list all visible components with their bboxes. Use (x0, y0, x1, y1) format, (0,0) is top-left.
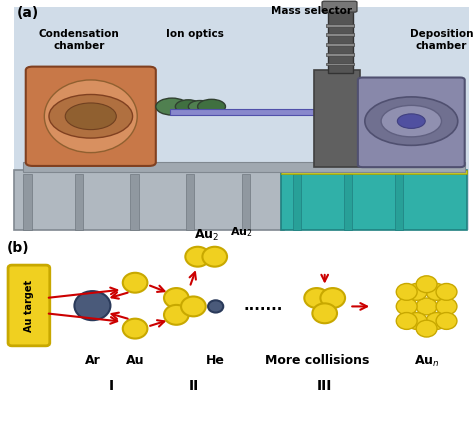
Circle shape (436, 283, 457, 300)
Text: Condensation
chamber: Condensation chamber (39, 29, 119, 51)
Bar (130, 174, 138, 230)
Circle shape (406, 283, 427, 300)
Bar (395, 174, 403, 230)
Circle shape (396, 298, 417, 315)
Bar (23, 162, 465, 172)
Text: Au$_n$: Au$_n$ (414, 354, 439, 369)
Bar (326, 43, 354, 46)
Circle shape (396, 283, 417, 300)
Circle shape (436, 298, 457, 315)
Circle shape (416, 320, 437, 337)
Text: III: III (317, 379, 332, 393)
FancyBboxPatch shape (8, 265, 50, 346)
Text: Deposition
chamber: Deposition chamber (410, 29, 473, 51)
Circle shape (397, 114, 425, 128)
Bar (326, 24, 354, 27)
Text: More collisions: More collisions (265, 354, 370, 367)
Bar (326, 53, 354, 56)
Circle shape (396, 312, 417, 329)
Circle shape (416, 298, 437, 315)
Circle shape (188, 101, 211, 113)
FancyBboxPatch shape (26, 67, 156, 166)
Circle shape (381, 105, 441, 137)
Circle shape (202, 247, 227, 266)
Bar (344, 174, 352, 230)
Circle shape (304, 288, 329, 308)
Text: II: II (189, 379, 200, 393)
Ellipse shape (45, 80, 137, 153)
Bar (314, 70, 360, 167)
Text: Au target: Au target (24, 279, 34, 332)
Bar (293, 174, 301, 230)
FancyBboxPatch shape (358, 77, 465, 167)
Text: Au$_2$: Au$_2$ (230, 225, 253, 238)
Bar (23, 174, 32, 230)
Circle shape (406, 312, 427, 329)
Text: .......: ....... (243, 298, 283, 313)
Bar (170, 109, 319, 115)
Text: Au$_2$: Au$_2$ (193, 228, 219, 243)
FancyBboxPatch shape (14, 7, 469, 230)
Circle shape (175, 100, 201, 113)
Bar (326, 62, 354, 65)
Bar (74, 174, 83, 230)
Bar (281, 170, 467, 174)
Circle shape (416, 276, 437, 293)
Text: (b): (b) (7, 241, 30, 255)
Circle shape (156, 98, 188, 115)
Bar (186, 174, 194, 230)
Circle shape (123, 319, 147, 339)
Bar (14, 170, 283, 230)
Circle shape (123, 273, 147, 293)
Circle shape (164, 288, 189, 308)
Circle shape (312, 303, 337, 323)
Text: (a): (a) (17, 6, 39, 20)
Circle shape (65, 103, 116, 130)
Circle shape (426, 283, 447, 300)
Text: Ion optics: Ion optics (166, 29, 224, 39)
Text: Mass selector: Mass selector (271, 6, 352, 16)
Circle shape (74, 291, 110, 320)
Circle shape (365, 97, 458, 145)
Bar (328, 7, 353, 73)
Circle shape (198, 99, 226, 114)
Circle shape (164, 305, 189, 325)
Circle shape (320, 288, 345, 308)
Bar (281, 170, 467, 230)
Text: Au: Au (126, 354, 145, 367)
Text: He: He (206, 354, 225, 367)
Bar (326, 34, 354, 37)
Text: Ar: Ar (84, 354, 100, 367)
Circle shape (436, 312, 457, 329)
FancyBboxPatch shape (322, 1, 357, 12)
Circle shape (208, 300, 223, 312)
Text: I: I (109, 379, 114, 393)
Circle shape (181, 297, 206, 316)
Bar (242, 174, 250, 230)
Circle shape (185, 247, 210, 266)
Circle shape (49, 94, 133, 138)
Circle shape (426, 312, 447, 329)
